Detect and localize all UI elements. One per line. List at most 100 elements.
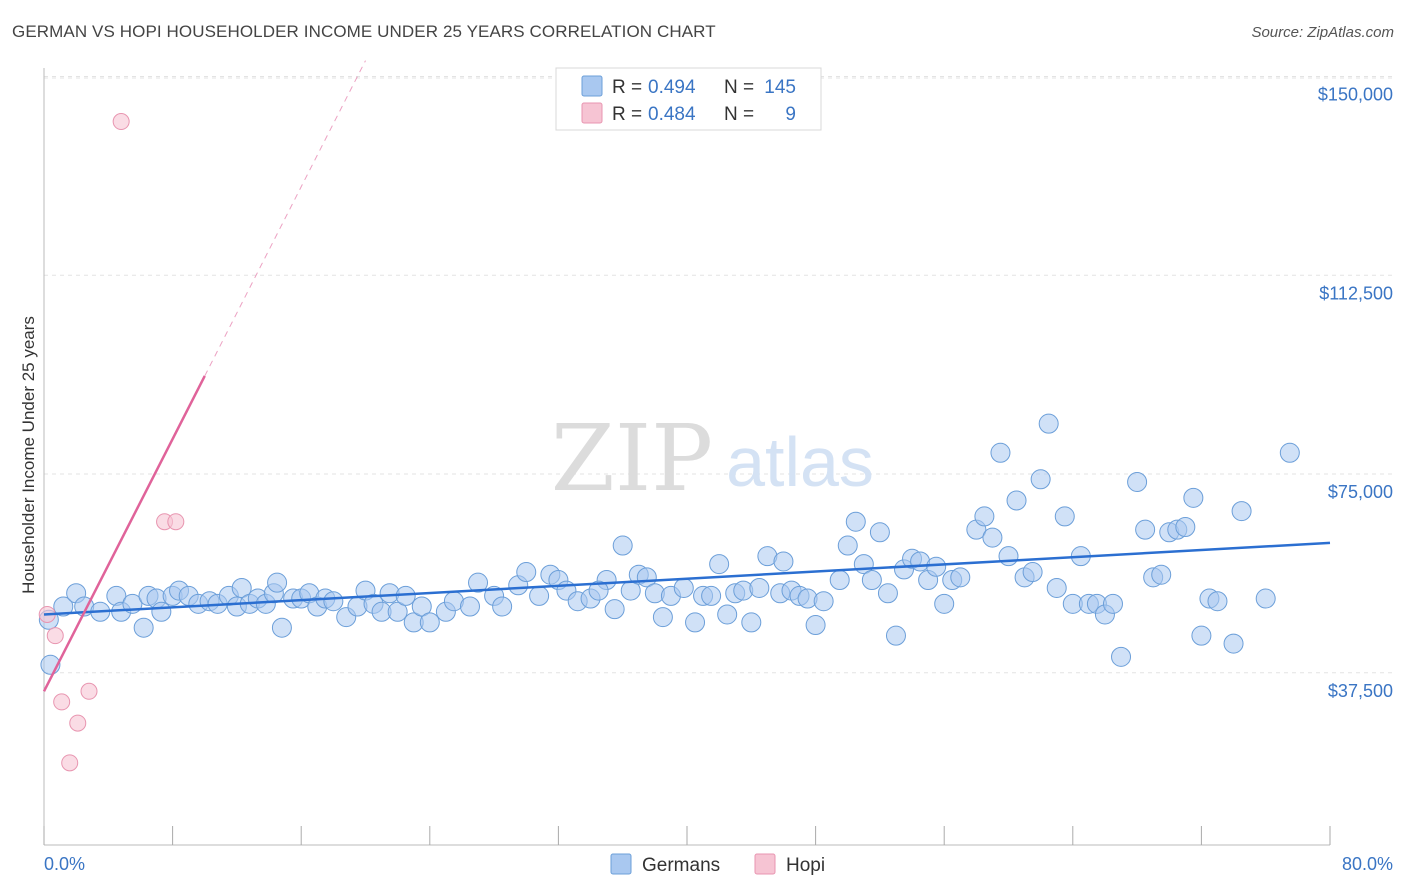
german-point [741, 612, 762, 633]
german-point [1022, 562, 1043, 583]
hopi-point [53, 693, 71, 711]
german-point [323, 591, 344, 612]
german-point [1231, 501, 1252, 522]
german-point [982, 527, 1003, 548]
legend-swatch-germans [581, 75, 603, 97]
german-point [652, 607, 673, 628]
german-point [1279, 442, 1300, 463]
watermark-zip: ZIP [551, 405, 713, 512]
chart-title: GERMAN VS HOPI HOUSEHOLDER INCOME UNDER … [12, 22, 716, 41]
german-point [1054, 506, 1075, 527]
x-tick-label: 0.0% [44, 854, 85, 874]
german-point [387, 601, 408, 622]
german-point [612, 535, 633, 556]
hopi-point [112, 113, 130, 131]
y-tick-label: $150,000 [1318, 85, 1393, 105]
german-point [1135, 519, 1156, 540]
x-tick-label: 80.0% [1342, 854, 1393, 874]
hopi-trend-extension [204, 60, 366, 377]
german-point [934, 593, 955, 614]
german-point [1191, 625, 1212, 646]
legend-r-label-hopi: R = [612, 104, 642, 125]
german-point [588, 580, 609, 601]
german-point [990, 442, 1011, 463]
german-point [459, 596, 480, 617]
german-point [1183, 487, 1204, 508]
german-point [1006, 490, 1027, 511]
german-point [231, 577, 252, 598]
legend-r-label-germans: R = [612, 77, 642, 98]
german-point [926, 556, 947, 577]
y-tick-label: $112,500 [1319, 283, 1393, 303]
germans-trend-line [43, 541, 1331, 616]
german-point [998, 546, 1019, 567]
bottom-legend-swatch-hopi [754, 853, 776, 875]
german-point [869, 522, 890, 543]
german-point [133, 617, 154, 638]
german-point [685, 612, 706, 633]
german-point [411, 596, 432, 617]
german-point [1046, 577, 1067, 598]
y-tick-label: $75,000 [1328, 482, 1393, 502]
german-point [1127, 471, 1148, 492]
german-point [1175, 517, 1196, 537]
bottom-legend-germans: Germans [642, 855, 720, 876]
source-note: Source: ZipAtlas.com [1251, 24, 1394, 41]
german-point [419, 612, 440, 633]
german-point [53, 596, 74, 617]
german-point [673, 577, 694, 598]
german-point [717, 604, 738, 625]
axes [43, 68, 1331, 846]
legend-r-hopi: 0.484 [648, 104, 696, 125]
y-axis-title: Householder Income Under 25 years [19, 316, 38, 594]
german-point [709, 554, 730, 575]
legend-n-label-hopi: N = [724, 104, 754, 125]
german-point [1223, 633, 1244, 654]
german-point [749, 577, 770, 598]
german-point [1030, 469, 1051, 490]
series-germans [38, 413, 1300, 675]
hopi-trend-line [42, 375, 206, 692]
hopi-point [80, 682, 98, 700]
german-point [1111, 646, 1132, 667]
german-point [516, 562, 537, 583]
german-point [813, 591, 834, 612]
german-point [974, 506, 995, 527]
legend-n-hopi: 9 [785, 104, 796, 125]
y-tick-label: $37,500 [1328, 681, 1393, 701]
trend-lines [42, 60, 1331, 692]
german-point [829, 570, 850, 590]
german-point [604, 599, 625, 620]
german-point [773, 551, 794, 572]
hopi-point [69, 714, 87, 732]
german-point [529, 585, 550, 606]
german-point [1038, 413, 1059, 434]
legend-n-label-germans: N = [724, 77, 754, 98]
german-point [877, 583, 898, 604]
legend-swatch-hopi [581, 102, 603, 124]
german-point [468, 572, 489, 593]
german-point [885, 625, 906, 646]
legend-r-germans: 0.494 [648, 77, 696, 98]
german-point [805, 615, 826, 636]
german-point [845, 511, 866, 532]
bottom-legend-swatch-germans [610, 853, 632, 875]
german-point [1151, 564, 1172, 585]
series-legend: Germans Hopi [610, 853, 825, 876]
german-point [1255, 588, 1276, 609]
german-point [492, 596, 513, 617]
german-point [1102, 593, 1123, 614]
german-point [271, 617, 292, 638]
german-point [837, 535, 858, 556]
german-point [701, 585, 722, 606]
watermark-atlas: atlas [726, 423, 874, 501]
german-point [1207, 591, 1228, 612]
legend-n-germans: 145 [764, 77, 796, 98]
hopi-point [46, 627, 64, 645]
german-point [950, 567, 971, 588]
hopi-point [61, 754, 79, 772]
german-point [267, 572, 288, 593]
hopi-point [167, 513, 185, 531]
bottom-legend-hopi: Hopi [786, 855, 825, 876]
